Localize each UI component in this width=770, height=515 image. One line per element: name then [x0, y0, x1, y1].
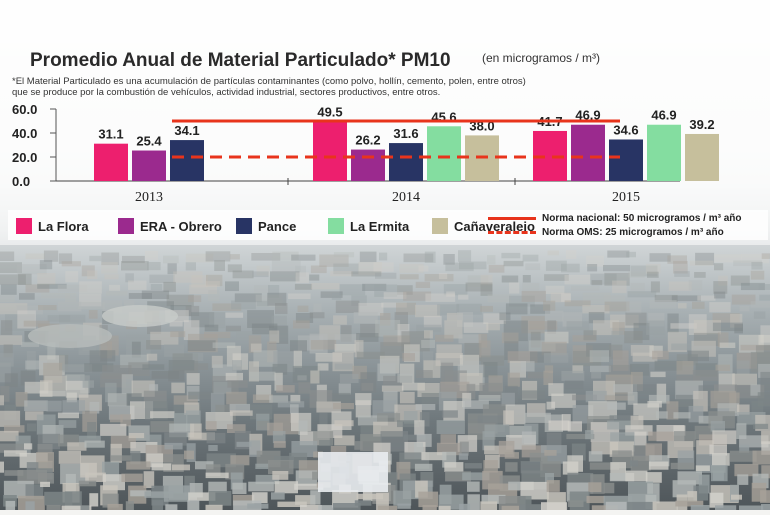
bar-la-ermita: [647, 125, 681, 181]
y-tick-label: 0.0: [12, 174, 30, 189]
bar-value-label: 34.6: [613, 122, 638, 137]
legend-label: Norma OMS: 25 microgramos / m³ año: [542, 227, 724, 238]
legend-item: ERA - Obrero: [118, 218, 222, 234]
legend-line-sample: [488, 231, 536, 234]
legend-label: Pance: [258, 219, 296, 234]
legend-swatch: [16, 218, 32, 234]
bar-la-flora: [313, 122, 347, 181]
x-tick-label: 2015: [612, 190, 640, 205]
bar-value-label: 46.9: [651, 108, 676, 123]
bar-value-label: 31.1: [98, 127, 123, 142]
legend-label: La Ermita: [350, 219, 409, 234]
y-tick-label: 20.0: [12, 150, 37, 165]
bar-cañaveralejo: [685, 134, 719, 181]
bar-value-label: 34.1: [174, 123, 199, 138]
bar-pance: [170, 140, 204, 181]
legend-label: Norma nacional: 50 microgramos / m³ año: [542, 213, 742, 224]
bar-chart: 60.0 40.0 20.0 0.0 31.1 25.4 34.1 2013 49.5 26.2 3…: [0, 0, 770, 210]
x-tick-label: 2014: [392, 190, 420, 205]
bar-value-label: 25.4: [136, 134, 162, 149]
bar-value-label: 39.2: [689, 117, 714, 132]
bar-pance: [609, 139, 643, 181]
legend-item: La Flora: [16, 218, 89, 234]
legend-swatch: [236, 218, 252, 234]
legend-norma-oms: Norma OMS: 25 microgramos / m³ año: [488, 226, 724, 238]
bar-la-ermita: [427, 126, 461, 181]
legend-label: ERA - Obrero: [140, 219, 222, 234]
legend-line-sample: [488, 217, 536, 220]
legend-item: La Ermita: [328, 218, 409, 234]
y-tick-label: 40.0: [12, 126, 37, 141]
legend-norma-nacional: Norma nacional: 50 microgramos / m³ año: [488, 212, 742, 224]
y-tick-label: 60.0: [12, 102, 37, 117]
bar-value-label: 26.2: [355, 133, 380, 148]
bar-era-obrero: [132, 151, 166, 181]
bar-pance: [389, 143, 423, 181]
bar-la-flora: [94, 144, 128, 181]
legend-label: La Flora: [38, 219, 89, 234]
bar-era-obrero: [571, 125, 605, 181]
bar-value-label: 49.5: [317, 105, 342, 120]
legend-item: Pance: [236, 218, 296, 234]
legend-swatch: [328, 218, 344, 234]
x-tick-label: 2013: [135, 190, 163, 205]
bar-era-obrero: [351, 150, 385, 181]
legend-swatch: [118, 218, 134, 234]
legend-swatch: [432, 218, 448, 234]
bar-value-label: 31.6: [393, 126, 418, 141]
